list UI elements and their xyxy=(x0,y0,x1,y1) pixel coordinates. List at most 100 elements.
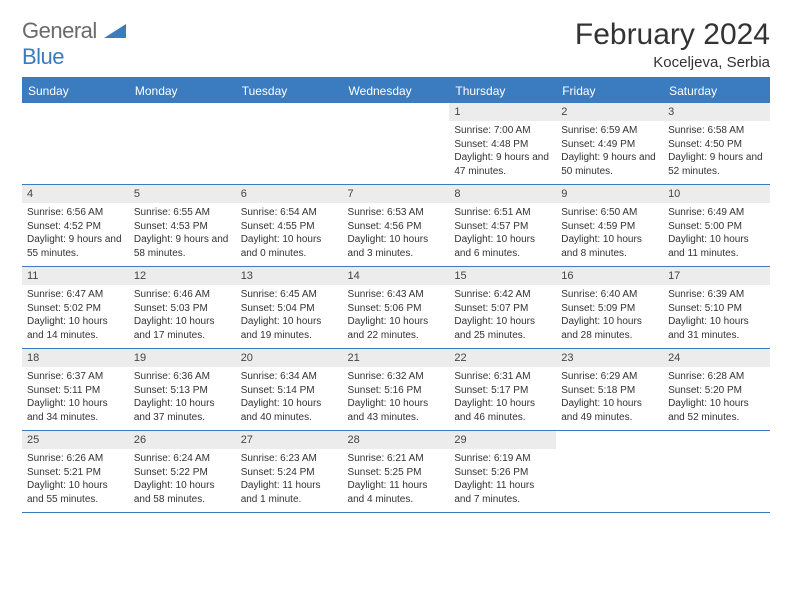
day-cell xyxy=(22,103,129,185)
sunset-text: Sunset: 4:55 PM xyxy=(241,220,338,234)
daylight-text: Daylight: 10 hours and 28 minutes. xyxy=(561,315,658,342)
daylight-text: Daylight: 10 hours and 11 minutes. xyxy=(668,233,765,260)
sunset-text: Sunset: 4:59 PM xyxy=(561,220,658,234)
day-body: Sunrise: 6:28 AMSunset: 5:20 PMDaylight:… xyxy=(663,367,770,430)
day-cell: 6Sunrise: 6:54 AMSunset: 4:55 PMDaylight… xyxy=(236,185,343,267)
sunrise-text: Sunrise: 6:55 AM xyxy=(134,206,231,220)
day-number: 21 xyxy=(343,349,450,367)
title-block: February 2024 Koceljeva, Serbia xyxy=(575,18,770,71)
day-number: 19 xyxy=(129,349,236,367)
day-number: 1 xyxy=(449,103,556,121)
day-cell: 22Sunrise: 6:31 AMSunset: 5:17 PMDayligh… xyxy=(449,349,556,431)
page-header: General Blue February 2024 Koceljeva, Se… xyxy=(22,18,770,71)
day-cell: 18Sunrise: 6:37 AMSunset: 5:11 PMDayligh… xyxy=(22,349,129,431)
daylight-text: Daylight: 9 hours and 52 minutes. xyxy=(668,151,765,178)
day-body: Sunrise: 6:23 AMSunset: 5:24 PMDaylight:… xyxy=(236,449,343,512)
day-body: Sunrise: 6:24 AMSunset: 5:22 PMDaylight:… xyxy=(129,449,236,512)
sunset-text: Sunset: 5:21 PM xyxy=(27,466,124,480)
day-body: Sunrise: 6:36 AMSunset: 5:13 PMDaylight:… xyxy=(129,367,236,430)
sunrise-text: Sunrise: 6:43 AM xyxy=(348,288,445,302)
sunrise-text: Sunrise: 6:28 AM xyxy=(668,370,765,384)
day-cell: 27Sunrise: 6:23 AMSunset: 5:24 PMDayligh… xyxy=(236,431,343,513)
sunrise-text: Sunrise: 6:45 AM xyxy=(241,288,338,302)
day-cell xyxy=(129,103,236,185)
day-header-wed: Wednesday xyxy=(343,78,450,103)
sunrise-text: Sunrise: 6:53 AM xyxy=(348,206,445,220)
day-cell: 7Sunrise: 6:53 AMSunset: 4:56 PMDaylight… xyxy=(343,185,450,267)
day-cell xyxy=(343,103,450,185)
sunset-text: Sunset: 5:06 PM xyxy=(348,302,445,316)
day-body: Sunrise: 6:55 AMSunset: 4:53 PMDaylight:… xyxy=(129,203,236,266)
day-number: 10 xyxy=(663,185,770,203)
sunrise-text: Sunrise: 6:49 AM xyxy=(668,206,765,220)
day-number: 13 xyxy=(236,267,343,285)
day-cell: 25Sunrise: 6:26 AMSunset: 5:21 PMDayligh… xyxy=(22,431,129,513)
sunrise-text: Sunrise: 6:26 AM xyxy=(27,452,124,466)
week-row: 18Sunrise: 6:37 AMSunset: 5:11 PMDayligh… xyxy=(22,349,770,431)
day-cell: 21Sunrise: 6:32 AMSunset: 5:16 PMDayligh… xyxy=(343,349,450,431)
daylight-text: Daylight: 10 hours and 25 minutes. xyxy=(454,315,551,342)
sunset-text: Sunset: 5:13 PM xyxy=(134,384,231,398)
logo-text-part1: General xyxy=(22,18,97,43)
day-cell xyxy=(236,103,343,185)
day-body: Sunrise: 6:34 AMSunset: 5:14 PMDaylight:… xyxy=(236,367,343,430)
brand-logo: General Blue xyxy=(22,18,126,70)
sunrise-text: Sunrise: 6:32 AM xyxy=(348,370,445,384)
sunset-text: Sunset: 5:22 PM xyxy=(134,466,231,480)
sunrise-text: Sunrise: 6:36 AM xyxy=(134,370,231,384)
day-cell xyxy=(556,431,663,513)
daylight-text: Daylight: 10 hours and 17 minutes. xyxy=(134,315,231,342)
sunrise-text: Sunrise: 6:19 AM xyxy=(454,452,551,466)
day-cell: 2Sunrise: 6:59 AMSunset: 4:49 PMDaylight… xyxy=(556,103,663,185)
day-cell: 17Sunrise: 6:39 AMSunset: 5:10 PMDayligh… xyxy=(663,267,770,349)
sunset-text: Sunset: 5:17 PM xyxy=(454,384,551,398)
sunrise-text: Sunrise: 6:40 AM xyxy=(561,288,658,302)
day-body: Sunrise: 6:50 AMSunset: 4:59 PMDaylight:… xyxy=(556,203,663,266)
day-cell: 5Sunrise: 6:55 AMSunset: 4:53 PMDaylight… xyxy=(129,185,236,267)
sunrise-text: Sunrise: 6:46 AM xyxy=(134,288,231,302)
sunset-text: Sunset: 5:02 PM xyxy=(27,302,124,316)
week-row: 1 Sunrise: 7:00 AMSunset: 4:48 PM Daylight… xyxy=(22,103,770,185)
day-number: 22 xyxy=(449,349,556,367)
daylight-text: Daylight: 10 hours and 0 minutes. xyxy=(241,233,338,260)
daylight-text: Daylight: 11 hours and 4 minutes. xyxy=(348,479,445,506)
day-number: 5 xyxy=(129,185,236,203)
day-number: 25 xyxy=(22,431,129,449)
day-number: 18 xyxy=(22,349,129,367)
daylight-text: Daylight: 10 hours and 6 minutes. xyxy=(454,233,551,260)
day-cell: 16Sunrise: 6:40 AMSunset: 5:09 PMDayligh… xyxy=(556,267,663,349)
day-number: 27 xyxy=(236,431,343,449)
daylight-text: Daylight: 10 hours and 3 minutes. xyxy=(348,233,445,260)
day-cell: 12Sunrise: 6:46 AMSunset: 5:03 PMDayligh… xyxy=(129,267,236,349)
sunset-text: Sunset: 4:57 PM xyxy=(454,220,551,234)
sunrise-text: Sunrise: 6:47 AM xyxy=(27,288,124,302)
daylight-text: Daylight: 10 hours and 34 minutes. xyxy=(27,397,124,424)
sunset-text: Sunset: 4:49 PM xyxy=(561,138,658,152)
sunset-text: Sunset: 5:20 PM xyxy=(668,384,765,398)
day-cell: 3Sunrise: 6:58 AMSunset: 4:50 PMDaylight… xyxy=(663,103,770,185)
day-body: Sunrise: 6:47 AMSunset: 5:02 PMDaylight:… xyxy=(22,285,129,348)
day-cell: 4Sunrise: 6:56 AMSunset: 4:52 PMDaylight… xyxy=(22,185,129,267)
day-cell: 13Sunrise: 6:45 AMSunset: 5:04 PMDayligh… xyxy=(236,267,343,349)
day-header-mon: Monday xyxy=(129,78,236,103)
day-body: Sunrise: 6:26 AMSunset: 5:21 PMDaylight:… xyxy=(22,449,129,512)
day-number: 29 xyxy=(449,431,556,449)
sunset-text: Sunset: 4:50 PM xyxy=(668,138,765,152)
daylight-text: Daylight: 9 hours and 50 minutes. xyxy=(561,151,658,178)
day-number: 26 xyxy=(129,431,236,449)
day-body: Sunrise: 6:51 AMSunset: 4:57 PMDaylight:… xyxy=(449,203,556,266)
day-cell: 24Sunrise: 6:28 AMSunset: 5:20 PMDayligh… xyxy=(663,349,770,431)
sunrise-text: Sunrise: 6:23 AM xyxy=(241,452,338,466)
daylight-text: Daylight: 9 hours and 58 minutes. xyxy=(134,233,231,260)
daylight-text: Daylight: 10 hours and 31 minutes. xyxy=(668,315,765,342)
sunrise-text: Sunrise: 7:00 AM xyxy=(454,124,551,138)
calendar-page: General Blue February 2024 Koceljeva, Se… xyxy=(0,0,792,531)
sunset-text: Sunset: 4:53 PM xyxy=(134,220,231,234)
day-cell: 1Sunrise: 7:00 AMSunset: 4:48 PMDaylight… xyxy=(449,103,556,185)
sunset-text: Sunset: 4:48 PM xyxy=(454,138,551,152)
sunrise-text: Sunrise: 6:50 AM xyxy=(561,206,658,220)
sunset-text: Sunset: 4:56 PM xyxy=(348,220,445,234)
day-number: 8 xyxy=(449,185,556,203)
day-number: 2 xyxy=(556,103,663,121)
week-row: 25Sunrise: 6:26 AMSunset: 5:21 PMDayligh… xyxy=(22,431,770,513)
